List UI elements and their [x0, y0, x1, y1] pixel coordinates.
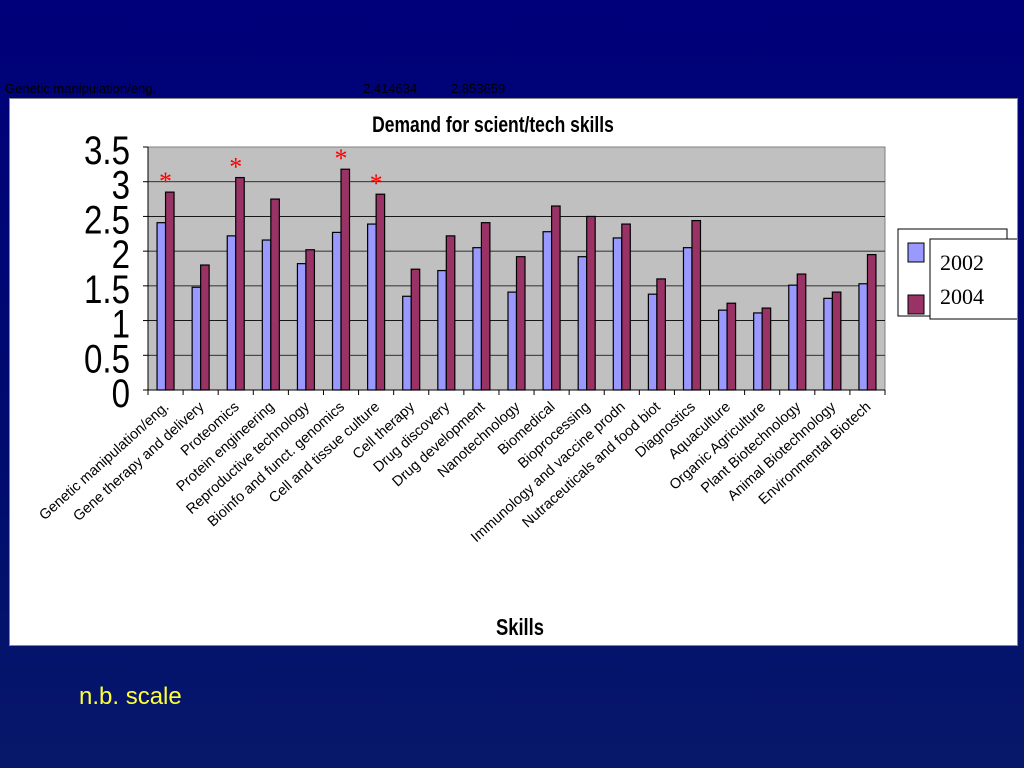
bar-2002	[367, 223, 377, 391]
bar-2004	[445, 235, 456, 391]
background-row-value-2002: 2.414634	[363, 81, 418, 96]
bar-2004	[691, 219, 702, 391]
bar-2002	[191, 286, 202, 391]
bar-2002	[823, 297, 833, 391]
bar-2004	[831, 291, 842, 391]
y-tick-label: 1	[112, 302, 130, 346]
x-tick-label: Genetic manipulation/eng.	[37, 399, 173, 524]
significance-asterisk: *	[159, 167, 172, 196]
bar-2002	[261, 239, 272, 391]
bar-2002	[647, 293, 658, 391]
legend-swatch-2002	[907, 242, 925, 263]
y-tick-label: 2.5	[84, 198, 130, 242]
legend-label-2004: 2004	[940, 284, 984, 309]
footnote: n.b. scale	[79, 683, 182, 710]
x-tick-labels: Genetic manipulation/eng.Gene therapy an…	[37, 399, 875, 546]
bar-2004	[796, 273, 807, 391]
y-tick-label: 2	[112, 232, 130, 276]
bar-2004	[621, 223, 631, 391]
bar-2004	[515, 256, 526, 391]
y-tick-label: 1.5	[84, 267, 130, 311]
bar-2002	[682, 247, 693, 391]
bar-2002	[402, 295, 412, 391]
bar-2002	[437, 269, 447, 391]
bar-2002	[507, 291, 518, 391]
bar-2004	[164, 191, 175, 391]
chart: * * * * 00.511.522.533.5 Genetic manipulati…	[37, 113, 1017, 641]
y-tick-label: 0.5	[84, 336, 130, 380]
significance-asterisk: *	[370, 169, 383, 198]
chart-title: Demand for scient/tech skills	[372, 113, 614, 137]
bar-2004	[480, 222, 491, 391]
bar-2002	[542, 231, 553, 391]
bar-2004	[761, 307, 772, 391]
chart-panel: * * * * 0 0.5 1 1.5 2 2.5 3 3.5 Genetic manipulati…	[9, 98, 1018, 646]
bar-2004	[305, 249, 316, 391]
bar-2004	[375, 193, 386, 391]
bar-2004	[270, 198, 280, 391]
background-row-label: Genetic manipulation/eng.	[5, 81, 157, 96]
background-row-value-2004: 2.853659	[451, 81, 506, 96]
significance-asterisk: *	[229, 153, 242, 182]
significance-asterisk: *	[335, 144, 348, 173]
legend-label-box	[929, 238, 1017, 320]
bar-2004	[656, 278, 666, 391]
bar-2002	[858, 283, 869, 391]
bar-2004	[586, 215, 596, 391]
bar-2004	[866, 254, 877, 391]
legend-label-2002: 2002	[940, 250, 984, 275]
bar-2002	[156, 222, 167, 391]
y-tick-labels: 00.511.522.533.5	[84, 128, 130, 415]
bar-2004	[550, 205, 561, 391]
bar-2002	[717, 309, 728, 391]
y-tick-label: 0	[112, 371, 130, 415]
bar-2004	[726, 302, 737, 391]
bar-2004	[200, 264, 210, 391]
bar-2002	[296, 263, 307, 391]
bar-2002	[226, 235, 237, 391]
x-axis-title: Skills	[496, 615, 544, 640]
bar-2004	[340, 168, 351, 391]
y-tick-label: 3	[112, 163, 130, 207]
significance-markers: * * * *	[159, 144, 383, 198]
bar-2002	[331, 231, 342, 391]
bar-2002	[472, 247, 483, 391]
bar-2004	[410, 268, 421, 391]
legend: 2002 2004	[897, 228, 1017, 320]
bars	[156, 168, 877, 391]
bar-2004	[235, 176, 245, 391]
bar-2002	[788, 284, 798, 391]
bar-2002	[612, 237, 623, 391]
bar-2002	[577, 256, 588, 391]
legend-swatch-2004	[907, 294, 925, 315]
background-data-row: Genetic manipulation/eng. 2.414634 2.853…	[5, 81, 565, 97]
y-tick-label: 3.5	[84, 128, 130, 172]
bar-2002	[753, 312, 763, 391]
